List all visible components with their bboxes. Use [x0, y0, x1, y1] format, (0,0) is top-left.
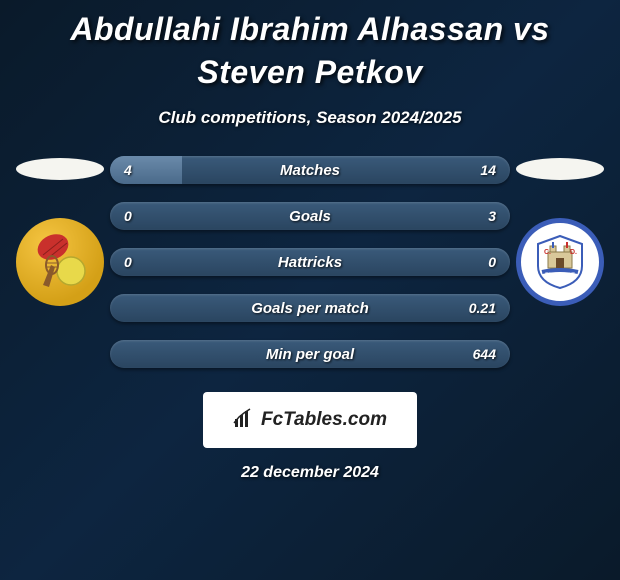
- stat-value-left: 0: [124, 202, 132, 230]
- club-badge-right: FEIRENSE C. D.: [516, 218, 604, 306]
- stat-label: Goals per match: [110, 294, 510, 322]
- stat-row: Goals per match0.21: [110, 294, 510, 322]
- left-side: [10, 156, 110, 306]
- player-left-placeholder: [16, 158, 104, 180]
- right-side: FEIRENSE C. D.: [510, 156, 610, 306]
- stat-row: Min per goal644: [110, 340, 510, 368]
- club-badge-left: [16, 218, 104, 306]
- page-title: Abdullahi Ibrahim Alhassan vs Steven Pet…: [20, 8, 600, 94]
- comparison-content: 4Matches140Goals30Hattricks0Goals per ma…: [0, 156, 620, 368]
- player-right-placeholder: [516, 158, 604, 180]
- stat-row: 4Matches14: [110, 156, 510, 184]
- stat-value-right: 644: [473, 340, 496, 368]
- page-subtitle: Club competitions, Season 2024/2025: [20, 108, 600, 128]
- stat-value-right: 14: [480, 156, 496, 184]
- stat-bars: 4Matches140Goals30Hattricks0Goals per ma…: [110, 156, 510, 368]
- stat-row: 0Goals3: [110, 202, 510, 230]
- stat-value-left: 0: [124, 248, 132, 276]
- stat-value-right: 0.21: [469, 294, 496, 322]
- header: Abdullahi Ibrahim Alhassan vs Steven Pet…: [0, 0, 620, 128]
- stat-label: Hattricks: [110, 248, 510, 276]
- stat-fill-left: [110, 156, 182, 184]
- logo-text: FcTables.com: [261, 409, 387, 431]
- sports-club-icon: [25, 227, 95, 297]
- stat-row: 0Hattricks0: [110, 248, 510, 276]
- stat-value-right: 3: [488, 202, 496, 230]
- date-text: 22 december 2024: [0, 464, 620, 482]
- stat-value-right: 0: [488, 248, 496, 276]
- feirense-crest-icon: FEIRENSE C. D.: [530, 232, 590, 292]
- crest-text: FEIRENSE: [545, 273, 575, 279]
- stat-label: Min per goal: [110, 340, 510, 368]
- fctables-logo[interactable]: FcTables.com: [203, 392, 417, 448]
- svg-text:C.: C.: [544, 249, 551, 256]
- stat-label: Goals: [110, 202, 510, 230]
- bar-chart-icon: [233, 407, 255, 434]
- svg-text:D.: D.: [570, 249, 577, 256]
